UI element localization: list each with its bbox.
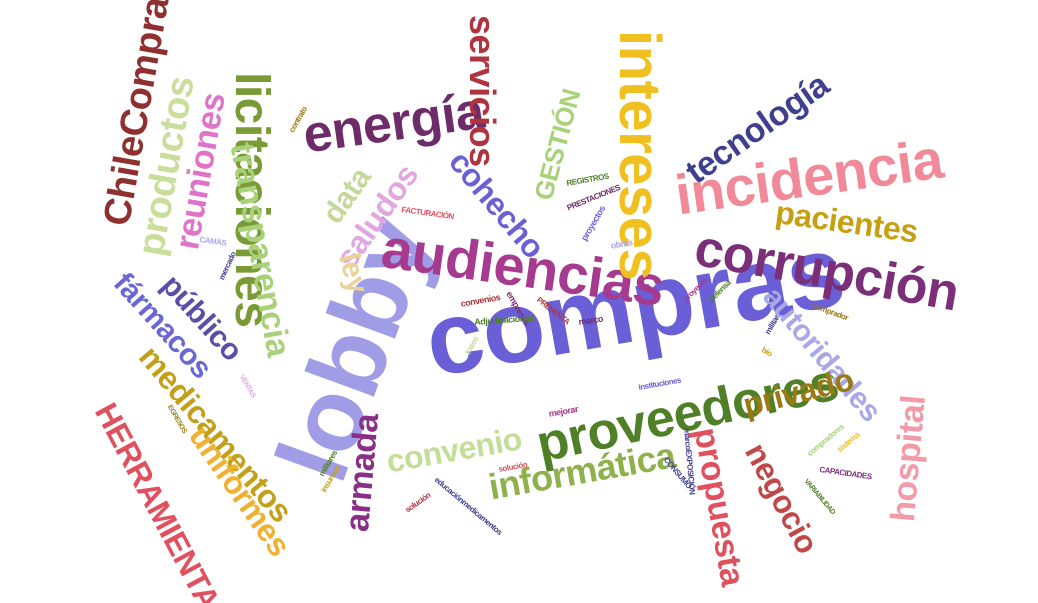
word-bio: bio [760,345,774,359]
word-registros: REGISTROS [565,171,610,188]
word-solucion-b: solución [403,490,433,515]
word-hospital: hospital [884,393,933,524]
word-energia: energía [299,81,488,165]
word-capacidades: CAPACIDADES [818,465,873,482]
word-sistema: sistema [835,430,862,455]
word-armada: armada [338,412,387,534]
word-proyectos: proyectos [579,204,608,243]
word-propuesta: propuesta [686,424,752,589]
word-ventas: VENTAS [237,374,257,400]
